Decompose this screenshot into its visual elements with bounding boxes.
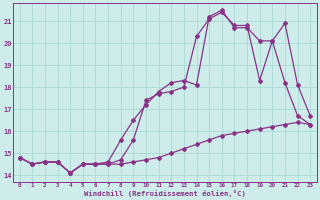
X-axis label: Windchill (Refroidissement éolien,°C): Windchill (Refroidissement éolien,°C) bbox=[84, 190, 246, 197]
